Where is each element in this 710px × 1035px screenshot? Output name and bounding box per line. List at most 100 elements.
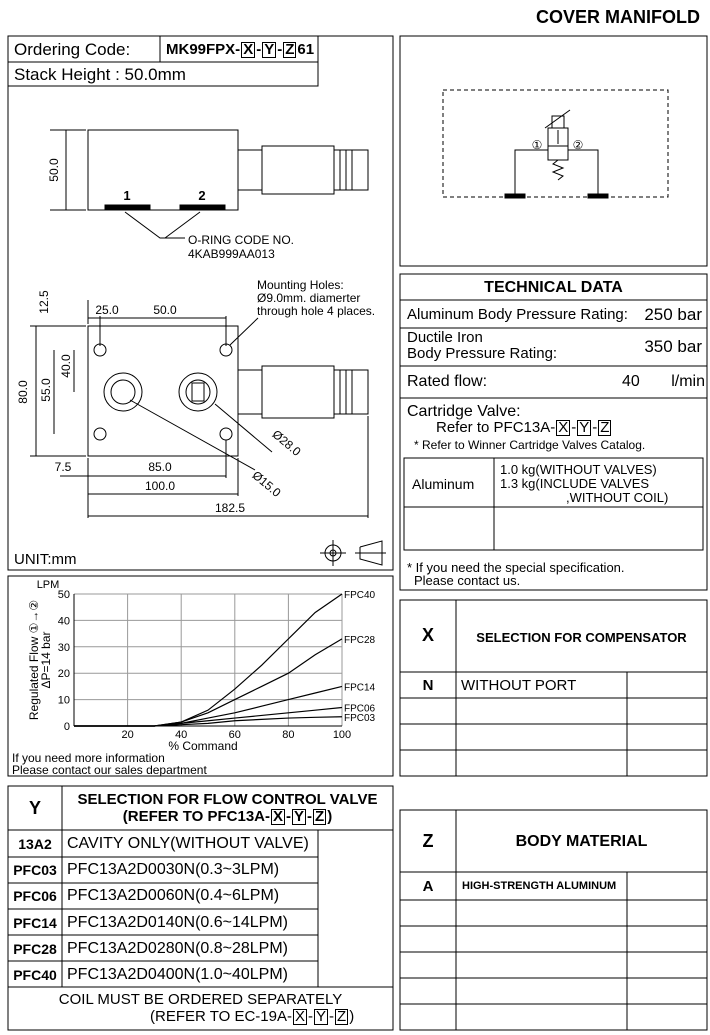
dimension: 182.5	[215, 501, 245, 515]
code-label: Y	[28, 798, 41, 818]
dimension: 40.0	[59, 354, 73, 378]
boxed-code: Z	[313, 808, 327, 825]
footer-note: COIL MUST BE ORDERED SEPARATELY	[58, 991, 343, 1008]
mounting-hole	[93, 427, 107, 441]
flow-chart: 0 10 20 30 40 50 20 40 60 80 100 LPM Regulated Flow …	[12, 579, 376, 777]
weight-line: 1.3 kg(INCLUDE VALVES	[500, 476, 650, 491]
row-code: PFC28	[13, 940, 57, 957]
valve-symbol	[551, 115, 565, 129]
mounting-note: Mounting Holes:	[257, 278, 344, 292]
spec-label: Aluminum Body Pressure Rating:	[407, 306, 628, 323]
ordering-code: MK99FPX- X - Y - Z 61	[166, 42, 314, 58]
x-tick-label: 80	[282, 729, 294, 741]
section-title: SELECTION FOR FLOW CONTROL VALVE	[77, 791, 378, 808]
port	[103, 372, 143, 412]
code-text: -	[307, 808, 313, 825]
port-label: 1	[123, 188, 130, 203]
leader	[124, 211, 185, 239]
row-code: PFC03	[13, 862, 57, 879]
valve-symbol	[544, 109, 571, 129]
symbol-line	[514, 149, 548, 195]
boxed-code: X	[241, 41, 256, 58]
port-mark	[587, 193, 609, 199]
section-title: TECHNICAL DATA	[484, 279, 623, 296]
flow-curve	[74, 638, 343, 727]
frame	[7, 61, 319, 87]
y-axis-title: ΔP=14 bar	[39, 631, 53, 688]
port-mark	[504, 193, 526, 199]
y-tick-label: 50	[58, 589, 70, 601]
catalog-note: * Refer to Winner Cartridge Valves Catal…	[414, 438, 646, 452]
y-tick-label: 40	[58, 615, 70, 627]
series-label: FPC28	[344, 635, 376, 646]
o-ring	[104, 204, 151, 211]
row-desc: CAVITY ONLY(WITHOUT VALVE)	[67, 835, 309, 852]
weight-line: 1.0 kg(WITHOUT VALVES)	[500, 462, 657, 477]
cartridge	[261, 145, 335, 195]
mounting-note: Ø9.0mm. diamerter	[257, 291, 360, 305]
symbol-line	[568, 149, 599, 195]
cartridge-knob	[333, 149, 369, 191]
mounting-note: through hole 4 places.	[257, 304, 375, 318]
code-text: -	[256, 41, 262, 58]
section-ref: (REFER TO PFC13A- X - Y - Z)	[62, 809, 393, 825]
boxed-code: Z	[598, 419, 612, 436]
ordering-label: Ordering Code:	[14, 40, 131, 59]
oring-code: 4KAB999AA013	[188, 247, 275, 261]
dimension: 25.0	[95, 303, 119, 317]
boxed-code: Y	[314, 1008, 329, 1025]
series-label: FPC14	[344, 682, 376, 693]
spec-label: Rated flow:	[407, 373, 488, 390]
code-text: )	[349, 1008, 355, 1025]
port	[110, 379, 136, 405]
row-desc: PFC13A2D0060N(0.4~6LPM)	[67, 887, 280, 905]
code-text: )	[327, 808, 333, 825]
row-desc: PFC13A2D0030N(0.3~3LPM)	[67, 861, 280, 879]
series-label: FPC40	[344, 590, 376, 601]
footer-ref: (REFER TO EC-19A- X - Y - Z)	[150, 1009, 354, 1025]
flow-curve	[74, 716, 343, 727]
boxed-code: Y	[577, 419, 592, 436]
port-symbol: ①	[532, 138, 543, 152]
row-code: N	[422, 677, 434, 694]
unit-label: UNIT:mm	[14, 551, 77, 568]
spring	[551, 159, 565, 181]
spec-note: Please contact us.	[414, 573, 521, 588]
code-text: (REFER TO PFC13A-	[122, 808, 271, 825]
leader	[229, 317, 259, 346]
cartridge	[237, 149, 263, 191]
symbol-boundary	[442, 89, 669, 198]
frame	[7, 785, 394, 1031]
code-text: -	[329, 1008, 335, 1025]
frame	[7, 575, 394, 777]
boxed-code: X	[292, 1008, 307, 1025]
row-code: PFC14	[13, 914, 57, 931]
section-title: BODY MATERIAL	[515, 833, 648, 850]
chart-note: Please contact our sales department	[12, 763, 207, 777]
x-axis-title: % Command	[168, 739, 237, 753]
port	[178, 372, 218, 412]
spec-note: * If you need the special specification.	[407, 560, 625, 575]
code-text: -	[308, 1008, 313, 1025]
flow-curve	[74, 685, 343, 727]
port	[185, 379, 211, 405]
code-text: MK99FPX-	[166, 41, 241, 58]
leader	[164, 211, 201, 239]
dimension: 7.5	[55, 460, 72, 474]
row-code: PFC40	[13, 967, 57, 983]
boxed-code: Z	[335, 1008, 349, 1025]
leader	[129, 399, 256, 471]
valve-symbol	[547, 145, 569, 161]
code-text: -	[286, 808, 292, 825]
boxed-code: Z	[283, 41, 297, 58]
spec-value: 40	[622, 373, 640, 390]
weight-line: ,WITHOUT COIL)	[566, 490, 669, 505]
row-code: A	[422, 878, 434, 895]
dimension: 100.0	[145, 479, 175, 493]
page-title: COVER MANIFOLD	[536, 7, 700, 27]
manifold-body	[87, 129, 239, 211]
code-label: X	[421, 625, 434, 645]
spec-value: 250 bar	[644, 305, 702, 324]
flow-curve	[74, 593, 343, 727]
